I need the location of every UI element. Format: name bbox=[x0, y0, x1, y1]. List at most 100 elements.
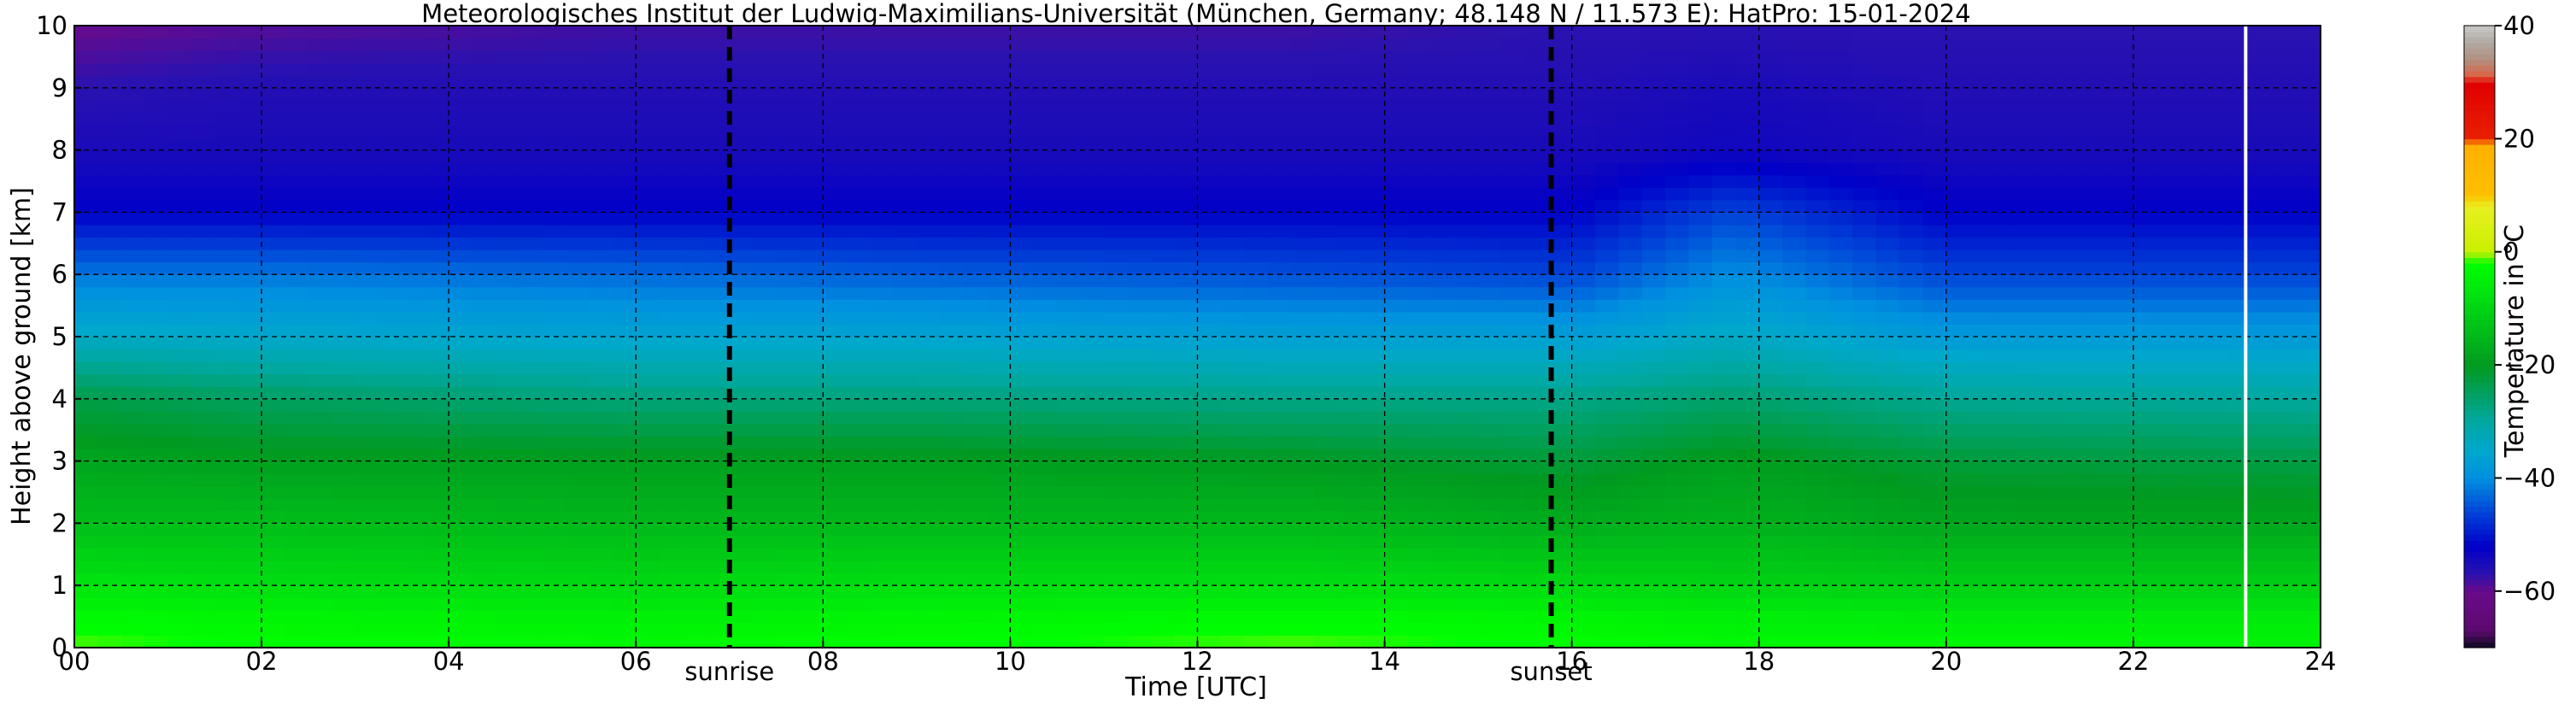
heatmap-cell bbox=[2086, 286, 2111, 300]
heatmap-cell bbox=[1220, 635, 1245, 648]
heatmap-cell bbox=[285, 461, 309, 474]
heatmap-cell bbox=[1150, 461, 1175, 474]
heatmap-cell bbox=[1688, 436, 1713, 449]
heatmap-cell bbox=[1080, 449, 1105, 462]
heatmap-cell bbox=[659, 349, 684, 362]
heatmap-cell bbox=[1665, 485, 1690, 499]
heatmap-cell bbox=[332, 299, 356, 313]
heatmap-cell bbox=[402, 174, 426, 188]
heatmap-cell bbox=[612, 212, 637, 226]
heatmap-cell bbox=[167, 187, 192, 201]
heatmap-cell bbox=[332, 237, 356, 250]
heatmap-cell bbox=[566, 361, 590, 375]
heatmap-cell bbox=[1945, 26, 1970, 39]
heatmap-cell bbox=[1969, 112, 1994, 126]
heatmap-cell bbox=[916, 199, 941, 213]
heatmap-cell bbox=[2133, 411, 2157, 425]
heatmap-cell bbox=[1969, 249, 1994, 263]
heatmap-cell bbox=[1010, 560, 1035, 574]
heatmap-cell bbox=[355, 523, 379, 537]
heatmap-cell bbox=[542, 535, 566, 549]
heatmap-cell bbox=[1033, 386, 1058, 400]
heatmap-cell bbox=[144, 398, 169, 412]
heatmap-cell bbox=[1524, 50, 1549, 64]
colorbar-segment bbox=[2464, 320, 2495, 326]
heatmap-cell bbox=[1618, 560, 1643, 574]
heatmap-cell bbox=[870, 548, 895, 561]
heatmap-cell bbox=[1501, 423, 1526, 437]
heatmap-cell bbox=[1080, 510, 1105, 524]
heatmap-cell bbox=[1080, 286, 1105, 300]
heatmap-cell bbox=[846, 75, 871, 89]
heatmap-cell bbox=[1150, 485, 1175, 499]
heatmap-cell bbox=[495, 411, 519, 425]
heatmap-cell bbox=[2039, 449, 2064, 462]
heatmap-cell bbox=[519, 187, 543, 201]
heatmap-cell bbox=[120, 100, 145, 114]
heatmap-cell bbox=[2156, 622, 2181, 637]
heatmap-cell bbox=[542, 125, 566, 138]
heatmap-cell bbox=[1127, 212, 1152, 226]
heatmap-cell bbox=[799, 560, 824, 574]
heatmap-cell bbox=[1969, 436, 1994, 449]
heatmap-cell bbox=[144, 498, 169, 512]
heatmap-cell bbox=[1945, 286, 1970, 300]
heatmap-cell bbox=[2110, 610, 2134, 624]
heatmap-cell bbox=[1524, 560, 1549, 574]
heatmap-cell bbox=[1945, 38, 1970, 51]
heatmap-cell bbox=[1548, 100, 1573, 114]
heatmap-cell bbox=[1548, 237, 1573, 250]
heatmap-cell bbox=[1314, 373, 1339, 387]
heatmap-cell bbox=[378, 461, 402, 474]
heatmap-cell bbox=[2016, 324, 2040, 337]
heatmap-cell bbox=[566, 174, 590, 188]
heatmap-cell bbox=[1337, 87, 1362, 101]
heatmap-cell bbox=[659, 224, 684, 238]
heatmap-cell bbox=[1361, 286, 1386, 300]
heatmap-cell bbox=[1571, 610, 1596, 624]
heatmap-cell bbox=[2086, 473, 2111, 487]
heatmap-cell bbox=[1618, 585, 1643, 599]
heatmap-cell bbox=[1805, 498, 1830, 512]
heatmap-cell bbox=[776, 87, 801, 101]
heatmap-cell bbox=[940, 286, 965, 300]
heatmap-cell bbox=[425, 349, 449, 362]
heatmap-cell bbox=[1735, 212, 1760, 226]
heatmap-cell bbox=[332, 548, 356, 561]
heatmap-cell bbox=[1384, 485, 1409, 499]
heatmap-cell bbox=[1010, 311, 1035, 326]
heatmap-cell bbox=[683, 398, 707, 412]
heatmap-cell bbox=[1361, 349, 1386, 362]
heatmap-cell bbox=[1384, 286, 1409, 300]
heatmap-cell bbox=[1127, 87, 1152, 101]
heatmap-cell bbox=[1782, 610, 1807, 624]
heatmap-cell bbox=[846, 150, 871, 163]
heatmap-cell bbox=[2110, 485, 2134, 499]
heatmap-cell bbox=[285, 548, 309, 561]
heatmap-cell bbox=[1244, 572, 1269, 586]
heatmap-cell bbox=[402, 373, 426, 387]
heatmap-cell bbox=[1127, 386, 1152, 400]
heatmap-cell bbox=[1220, 622, 1245, 637]
heatmap-cell bbox=[1174, 324, 1199, 337]
heatmap-cell bbox=[612, 361, 637, 375]
heatmap-cell bbox=[1922, 249, 1947, 263]
heatmap-cell bbox=[916, 560, 941, 574]
heatmap-cell bbox=[1735, 50, 1760, 64]
heatmap-cell bbox=[1618, 199, 1643, 213]
heatmap-cell bbox=[144, 199, 169, 213]
heatmap-cell bbox=[1875, 112, 1900, 126]
heatmap-cell bbox=[1711, 150, 1736, 163]
heatmap-cell bbox=[1478, 125, 1503, 138]
heatmap-cell bbox=[612, 373, 637, 387]
heatmap-cell bbox=[963, 597, 988, 611]
heatmap-cell bbox=[1735, 510, 1760, 524]
heatmap-cell bbox=[870, 337, 895, 350]
heatmap-cell bbox=[1501, 274, 1526, 288]
heatmap-cell bbox=[1524, 373, 1549, 387]
heatmap-cell bbox=[612, 597, 637, 611]
heatmap-cell bbox=[1407, 361, 1432, 375]
heatmap-cell bbox=[799, 286, 824, 300]
heatmap-cell bbox=[1899, 449, 1924, 462]
